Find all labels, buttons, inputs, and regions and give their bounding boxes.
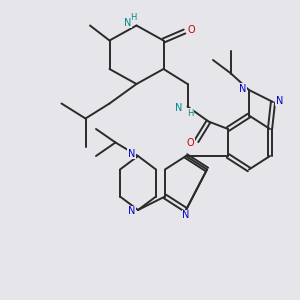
Text: O: O: [187, 138, 194, 148]
Text: O: O: [187, 25, 195, 35]
Text: N: N: [124, 17, 131, 28]
Text: H: H: [130, 14, 137, 22]
Text: N: N: [276, 95, 283, 106]
Text: N: N: [239, 83, 246, 94]
Text: N: N: [182, 210, 190, 220]
Text: N: N: [128, 206, 135, 217]
Text: H: H: [187, 109, 194, 118]
Text: N: N: [128, 148, 135, 159]
Text: N: N: [176, 103, 183, 113]
